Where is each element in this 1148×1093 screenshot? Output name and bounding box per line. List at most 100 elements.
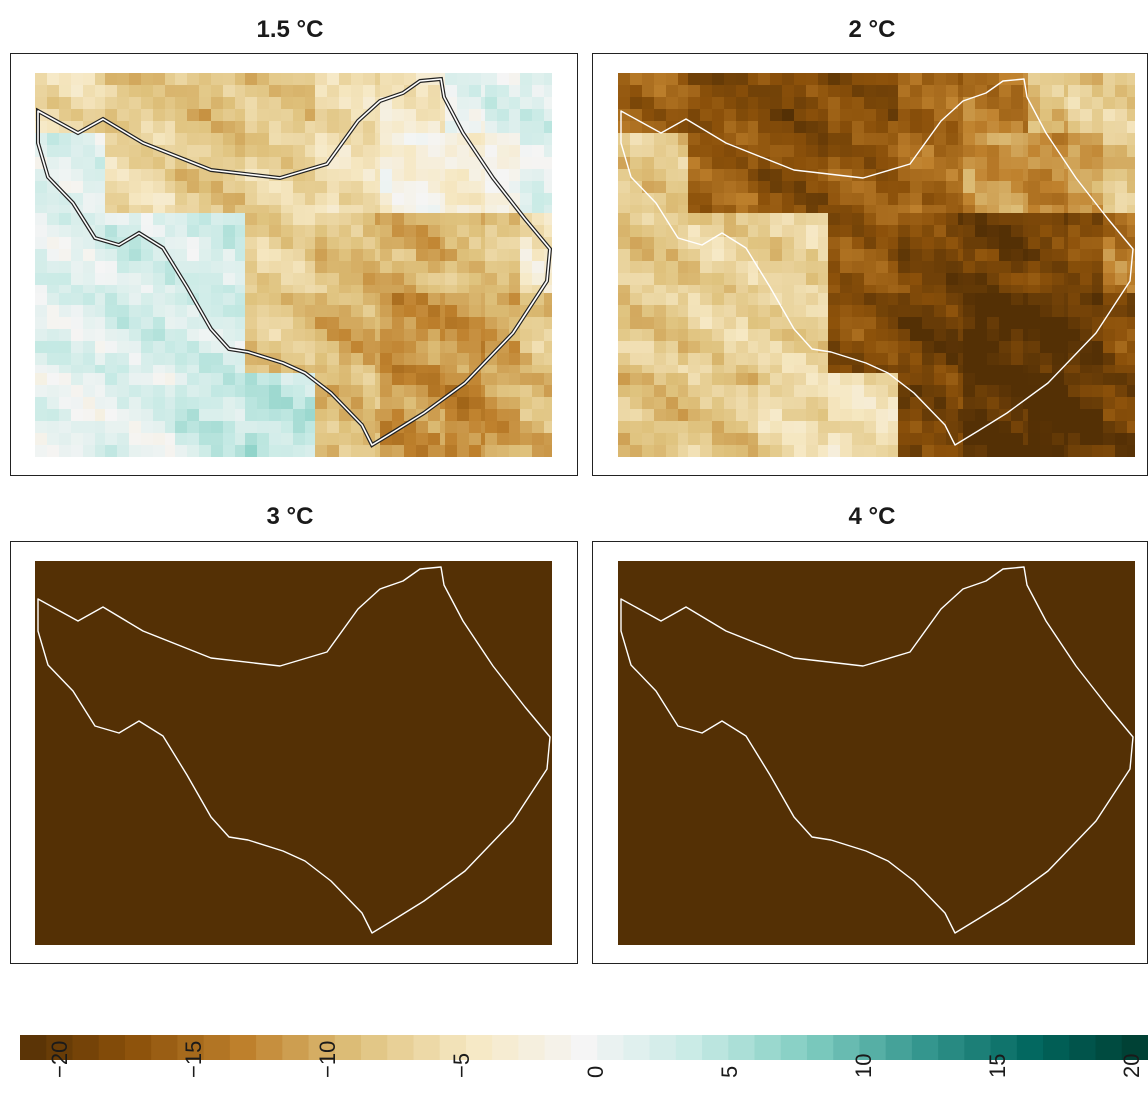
raster-cell	[223, 145, 236, 158]
raster-cell	[153, 669, 166, 682]
raster-cell	[445, 193, 458, 206]
raster-cell	[864, 157, 877, 170]
raster-cell	[520, 737, 533, 750]
raster-cell	[828, 73, 841, 86]
raster-cell	[532, 805, 545, 818]
raster-cell	[175, 205, 188, 214]
raster-cell	[497, 397, 510, 410]
raster-cell	[95, 261, 106, 274]
raster-cell	[117, 873, 130, 886]
raster-cell	[59, 897, 72, 910]
raster-cell	[363, 193, 376, 206]
raster-cell	[211, 237, 224, 250]
raster-cell	[327, 121, 340, 134]
raster-cell	[1040, 109, 1053, 122]
raster-cell	[828, 669, 841, 682]
raster-cell	[445, 853, 458, 862]
raster-cell	[828, 585, 841, 598]
raster-cell	[485, 921, 498, 934]
raster-cell	[129, 249, 142, 262]
raster-cell	[770, 585, 783, 598]
raster-cell	[165, 829, 176, 842]
raster-cell	[141, 421, 154, 434]
raster-cell	[375, 193, 381, 206]
raster-cell	[898, 317, 911, 330]
raster-cell	[678, 145, 689, 158]
raster-cell	[327, 97, 340, 110]
raster-cell	[1103, 273, 1116, 286]
raster-cell	[497, 445, 510, 457]
raster-cell	[898, 597, 911, 610]
raster-cell	[782, 261, 795, 274]
raster-cell	[469, 421, 482, 434]
raster-cell	[245, 261, 258, 274]
raster-cell	[497, 805, 510, 818]
raster-cell	[293, 409, 306, 422]
raster-cell	[828, 421, 841, 434]
raster-cell	[327, 213, 340, 226]
raster-cell	[999, 433, 1012, 446]
raster-cell	[758, 317, 771, 330]
raster-cell	[497, 121, 510, 134]
raster-cell	[351, 205, 364, 214]
raster-cell	[852, 573, 865, 586]
raster-cell	[315, 841, 328, 854]
raster-cell	[211, 761, 224, 774]
raster-cell	[339, 713, 352, 726]
raster-cell	[404, 273, 417, 286]
raster-cell	[245, 853, 258, 862]
raster-cell	[1127, 97, 1135, 110]
raster-cell	[987, 261, 1000, 274]
raster-cell	[509, 169, 521, 182]
raster-cell	[129, 841, 142, 854]
raster-cell	[445, 169, 458, 182]
raster-cell	[105, 225, 118, 238]
raster-cell	[987, 237, 1000, 250]
raster-cell	[806, 261, 819, 274]
raster-cell	[688, 409, 701, 422]
raster-cell	[509, 365, 521, 374]
raster-cell	[987, 421, 1000, 434]
raster-cell	[544, 841, 552, 854]
raster-cell	[1068, 273, 1081, 286]
raster-cell	[235, 853, 246, 862]
raster-cell	[47, 805, 60, 818]
raster-cell	[934, 397, 947, 410]
raster-cell	[922, 249, 935, 262]
raster-cell	[922, 657, 935, 670]
raster-cell	[485, 933, 498, 945]
map-4c	[618, 561, 1135, 945]
raster-cell	[469, 445, 482, 457]
raster-cell	[898, 85, 911, 98]
raster-cell	[165, 793, 176, 806]
raster-cell	[888, 205, 899, 214]
raster-cell	[129, 121, 142, 134]
raster-cell	[105, 561, 118, 574]
raster-cell	[223, 669, 236, 682]
raster-cell	[876, 213, 889, 226]
raster-cell	[327, 317, 340, 330]
raster-cell	[141, 193, 154, 206]
raster-cell	[497, 561, 510, 574]
raster-cell	[888, 249, 899, 262]
raster-cell	[281, 85, 294, 98]
raster-cell	[257, 621, 270, 634]
raster-cell	[257, 261, 270, 274]
raster-cell	[910, 181, 923, 194]
raster-cell	[618, 225, 631, 238]
raster-cell	[688, 585, 701, 598]
raster-cell	[245, 749, 258, 762]
raster-cell	[416, 713, 429, 726]
raster-cell	[818, 621, 829, 634]
raster-cell	[1115, 157, 1128, 170]
raster-cell	[428, 861, 441, 874]
raster-cell	[1064, 97, 1069, 110]
raster-cell	[975, 585, 988, 598]
raster-cell	[864, 97, 877, 110]
raster-cell	[235, 737, 246, 750]
raster-cell	[922, 317, 935, 330]
raster-cell	[440, 645, 446, 658]
raster-cell	[963, 133, 976, 146]
raster-cell	[351, 305, 364, 318]
raster-cell	[532, 829, 545, 842]
